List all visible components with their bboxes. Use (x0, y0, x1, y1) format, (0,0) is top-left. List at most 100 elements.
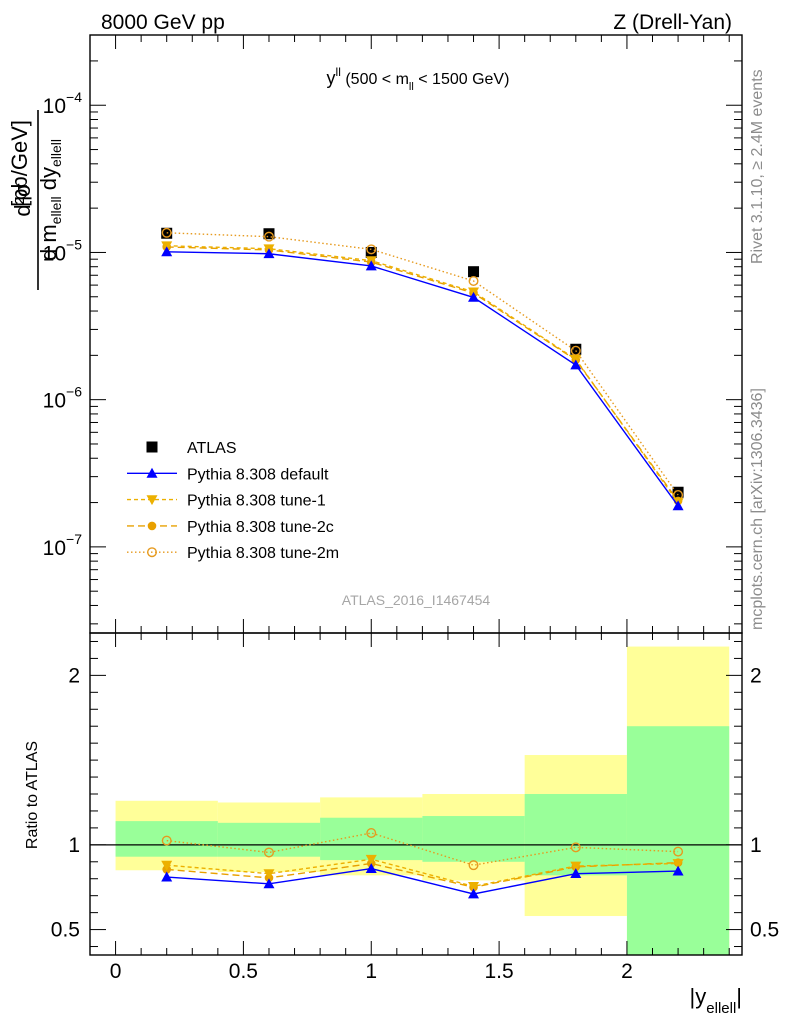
ratio-y-axis-label: Ratio to ATLAS (24, 741, 41, 849)
ratio-tick-label-left: 2 (68, 664, 80, 687)
legend-marker-3 (147, 521, 157, 531)
legend-label-3: Pythia 8.308 tune-2c (187, 519, 334, 536)
ratio-3-point-1 (263, 847, 274, 858)
y-tick-label: 10−5 (43, 236, 83, 265)
y-tick-base: 10 (43, 95, 66, 118)
panel-title-cut-close: < 1500 GeV) (414, 71, 510, 88)
header-right: Z (Drell-Yan) (613, 11, 732, 34)
y-tick-exp: −4 (66, 89, 82, 105)
ratio-0-point-4 (570, 868, 582, 879)
legend-item-1: Pythia 8.308 default (127, 466, 329, 483)
series-0-point-2 (365, 260, 377, 271)
xlabel-close: | (736, 984, 742, 1009)
series-3-point-0 (161, 227, 172, 238)
legend: ATLAS Pythia 8.308 default Pythia 8.308 tu… (127, 440, 339, 562)
green-band-3 (422, 816, 525, 862)
atlas-point-2 (365, 246, 377, 258)
rivet-label: Rivet 3.1.10, ≥ 2.4M events (749, 69, 766, 264)
ylabel-sub2: ellell (48, 139, 64, 167)
legend-label-4: Pythia 8.308 tune-2m (187, 545, 339, 562)
ratio-series-3 (161, 827, 684, 871)
ratio-tick-label-right: 0.5 (750, 919, 779, 942)
atlas-point-3 (468, 266, 480, 278)
series-3 (161, 227, 684, 501)
ratio-1-point-4 (570, 861, 582, 872)
panel-title-sup: ll (336, 65, 341, 79)
series-line-1 (166, 245, 679, 503)
series-0 (161, 246, 684, 511)
ratio-0-point-0 (161, 871, 173, 882)
green-band-2 (320, 817, 423, 861)
ratio-line-1 (166, 858, 679, 888)
series-0-point-0 (161, 246, 173, 257)
ratio-3-point-5 (673, 846, 684, 857)
ratio-3-point-3 (468, 860, 479, 871)
y-tick-exp: −5 (66, 236, 82, 252)
main-y-axis-label: d²σ d mellell dyellell [pb/GeV] (7, 110, 64, 290)
legend-item-2: Pythia 8.308 tune-1 (127, 493, 326, 510)
atlas-point-4 (570, 343, 582, 355)
ratio-line-3 (166, 832, 679, 866)
series-3-point-2 (366, 244, 377, 255)
ylabel-denominator: d mellell dyellell (36, 139, 64, 261)
panel-title-cut-open: (500 < m (341, 71, 409, 88)
ratio-bands (90, 646, 742, 955)
y-tick-exp: −6 (66, 384, 82, 400)
green-band-0 (115, 821, 218, 857)
legend-item-0: ATLAS (146, 440, 237, 457)
panel-title-main: y (327, 68, 336, 88)
legend-label-0: ATLAS (187, 440, 237, 457)
series-3-point-3 (468, 275, 479, 286)
y-tick-label: 10−4 (43, 89, 83, 118)
ratio-0-point-2 (365, 863, 377, 873)
atlas-point-1 (263, 228, 275, 240)
series-line-2 (166, 246, 679, 502)
ratio-tick-label-right: 1 (750, 834, 762, 857)
ratio-1-point-1 (263, 869, 275, 880)
main-series (161, 227, 684, 511)
legend-marker-0 (146, 441, 158, 453)
ratio-series (161, 827, 684, 899)
ylabel-denominator-d: d m (36, 224, 61, 261)
series-3-point-1 (263, 231, 274, 242)
series-0-point-5 (672, 500, 684, 511)
header-left: 8000 GeV pp (101, 11, 225, 34)
x-tick-label: 1.5 (484, 960, 513, 983)
ratio-tick-label-right: 2 (750, 664, 762, 687)
legend-item-3: Pythia 8.308 tune-2c (127, 519, 334, 536)
ratio-0-point-5 (672, 865, 684, 876)
atlas-point-5 (672, 486, 684, 498)
legend-item-4: Pythia 8.308 tune-2m (127, 545, 339, 562)
ratio-1-point-5 (672, 859, 684, 869)
panel-title-cut-sub: ll (409, 81, 414, 93)
ratio-3-point-0 (161, 835, 172, 846)
ratio-1-point-0 (161, 860, 173, 871)
ratio-line-0 (166, 867, 679, 895)
series-line-3 (166, 232, 679, 496)
x-tick-label: 1 (365, 960, 377, 983)
legend-label-2: Pythia 8.308 tune-1 (187, 493, 326, 510)
y-tick-base: 10 (43, 242, 66, 265)
ylabel-numerator: d²σ (10, 183, 35, 217)
ratio-0-point-3 (468, 888, 480, 899)
ylabel-mid: dy (36, 167, 61, 196)
ylabel-unit: [pb/GeV] (7, 120, 32, 207)
legend-marker-1 (146, 467, 158, 478)
ratio-3-point-4 (570, 842, 581, 853)
ratio-3-point-2 (366, 827, 377, 838)
panel-title: yll (500 < mll < 1500 GeV) (327, 65, 510, 93)
ratio-0-point-1 (263, 878, 275, 889)
analysis-label: ATLAS_2016_I1467454 (342, 592, 491, 608)
ratio-tick-label-left: 0.5 (51, 919, 80, 942)
ylabel-sub1: ellell (48, 196, 64, 224)
ratio-1-point-2 (365, 854, 377, 865)
main-frame (89, 34, 743, 634)
legend-marker-2 (146, 495, 158, 506)
series-line-0 (166, 251, 679, 507)
y-tick-label: 10−7 (43, 531, 83, 560)
series-0-point-4 (570, 359, 582, 370)
green-band-1 (217, 822, 321, 857)
green-band-5 (626, 726, 730, 955)
ratio-series-0 (161, 863, 684, 899)
mcplots-label: mcplots.cern.ch [arXiv:1306.3436] (749, 388, 766, 630)
